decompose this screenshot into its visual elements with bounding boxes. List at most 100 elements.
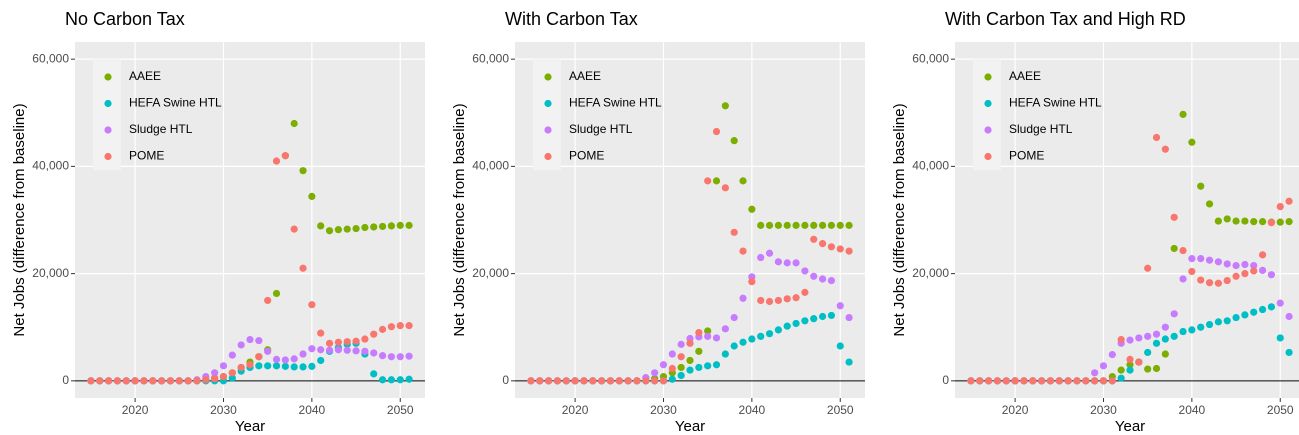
point (589, 377, 597, 385)
point (1046, 377, 1055, 385)
point (845, 313, 853, 322)
point (757, 296, 765, 305)
point (783, 221, 791, 229)
legend-marker (104, 99, 112, 108)
point (765, 221, 774, 229)
legend-label: AAEE (569, 69, 601, 83)
point (967, 377, 975, 385)
point (272, 157, 281, 165)
point (405, 375, 413, 383)
point (810, 221, 818, 229)
point (836, 302, 844, 310)
legend: AAEE HEFA Swine HTL Sludge HTL POME (533, 59, 662, 170)
point (352, 347, 360, 355)
y-tick-label: 60,000 (912, 51, 949, 65)
point (1170, 244, 1178, 253)
point (536, 377, 544, 385)
point (704, 332, 712, 340)
legend-marker (544, 152, 552, 161)
point (255, 337, 263, 345)
point (1144, 365, 1152, 373)
point (774, 221, 782, 229)
point (281, 152, 289, 160)
point (396, 221, 404, 229)
point (325, 227, 334, 235)
point (827, 243, 836, 251)
point (1267, 303, 1276, 311)
y-axis-title: Net Jobs (difference from baseline) (451, 103, 468, 336)
point (325, 346, 334, 354)
point (553, 377, 562, 385)
point (712, 127, 721, 136)
legend-marker (984, 99, 992, 108)
point (1117, 374, 1125, 382)
point (396, 353, 404, 361)
point (765, 297, 774, 306)
point (580, 377, 588, 385)
point (765, 249, 774, 257)
point (255, 362, 263, 370)
point (1161, 145, 1169, 153)
point (1241, 311, 1249, 319)
point (1241, 270, 1249, 278)
point (1161, 350, 1169, 358)
point (765, 330, 774, 338)
point (378, 376, 387, 384)
point (1232, 217, 1240, 225)
x-tick-label: 2050 (1267, 403, 1294, 417)
point (1135, 334, 1143, 342)
point (387, 353, 396, 361)
x-axis-title: Year (675, 418, 705, 435)
point (334, 226, 342, 234)
point (792, 259, 800, 267)
point (1197, 182, 1205, 190)
point (1179, 275, 1187, 283)
point (818, 221, 827, 229)
point (308, 192, 316, 201)
point (87, 377, 95, 385)
point (792, 221, 800, 229)
point (325, 339, 334, 347)
point (1276, 299, 1284, 307)
x-tick-label: 2020 (122, 403, 149, 417)
point (651, 369, 659, 377)
point (730, 137, 738, 145)
point (255, 353, 263, 361)
point (264, 296, 272, 305)
point (202, 376, 210, 384)
point (792, 319, 800, 328)
point (677, 353, 685, 361)
point (606, 377, 615, 385)
point (668, 350, 676, 358)
point (827, 276, 836, 285)
point (651, 377, 659, 385)
point (1276, 218, 1284, 226)
point (290, 363, 298, 371)
point (783, 295, 791, 303)
point (1108, 377, 1116, 385)
legend-label: Sludge HTL (1009, 122, 1073, 136)
point (1179, 110, 1187, 118)
point (361, 335, 369, 343)
point (1144, 332, 1152, 340)
x-tick-label: 2050 (387, 403, 414, 417)
point (193, 377, 201, 385)
point (836, 221, 844, 229)
point (730, 313, 738, 322)
legend-label: Sludge HTL (569, 122, 633, 136)
y-tick-label: 0 (942, 373, 949, 387)
legend-marker (544, 126, 552, 134)
point (1020, 377, 1028, 385)
point (1223, 276, 1231, 285)
point (405, 352, 413, 360)
point (96, 377, 104, 385)
point (1241, 217, 1249, 225)
point (704, 362, 712, 370)
y-tick-label: 0 (502, 373, 509, 387)
point (757, 221, 765, 229)
point (1029, 377, 1037, 385)
point (1117, 366, 1125, 374)
legend: AAEE HEFA Swine HTL Sludge HTL POME (973, 59, 1102, 170)
point (677, 371, 685, 380)
